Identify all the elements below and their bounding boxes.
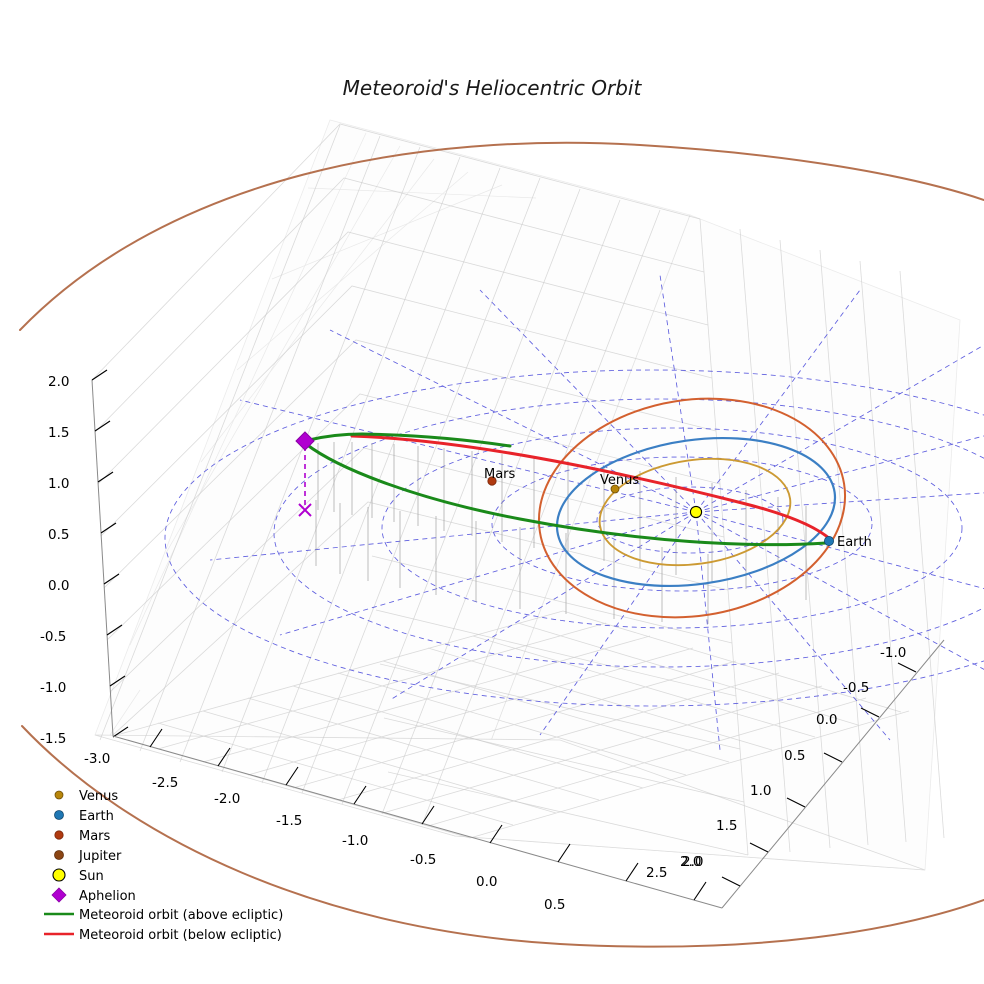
meteoroid-orbit-above-ecliptic-lower: [304, 442, 828, 547]
x-tick-label: -1.0: [342, 833, 368, 849]
legend-item-mars: Mars: [54, 829, 111, 844]
z-axis: 2.0 1.5 1.0 0.5 0.0 -0.5 -1.0 -1.5: [40, 369, 129, 747]
aphelion-diamond-icon: [51, 887, 67, 903]
x-axis: -3.0 -2.5 -2.0 -1.5 -1.0 -0.5 0.0 0.5 2.…: [84, 728, 723, 913]
sun-icon: [52, 868, 66, 882]
z-tick-label: -0.5: [40, 629, 66, 645]
x-tick-marks: [149, 728, 707, 901]
mars-label: Mars: [484, 467, 516, 482]
ecliptic-polar-grid: [164, 274, 984, 751]
y-tick-label: 0.5: [784, 748, 805, 764]
y-tick-label: 1.5: [716, 818, 737, 834]
x-tick-label: 2.5: [646, 865, 667, 881]
aphelion-group: [295, 431, 315, 517]
legend-item-earth: Earth: [54, 809, 114, 824]
meteoroid-orbit-above-ecliptic: [307, 432, 512, 448]
earth-icon: [54, 810, 64, 820]
y-tick-label: 1.0: [750, 783, 771, 799]
legend-label: Jupiter: [78, 849, 122, 864]
x-tick-label: -2.5: [152, 775, 178, 791]
box-grid-horizontal: [91, 123, 749, 856]
x-tick-labels: -3.0 -2.5 -2.0 -1.5 -1.0 -0.5 0.0 0.5 2.…: [84, 751, 701, 913]
legend-item-orbit-above: Meteoroid orbit (above ecliptic): [44, 908, 283, 923]
mars-orbit: [537, 397, 847, 619]
x-tick-label: -1.5: [276, 813, 302, 829]
mars-marker: [487, 476, 497, 486]
z-tick-label: 2.0: [48, 374, 69, 390]
legend-label: Meteoroid orbit (above ecliptic): [79, 908, 283, 923]
y-tick-label: 0.0: [816, 712, 837, 728]
y-tick-label: -0.5: [843, 680, 869, 696]
planet-orbits: [537, 397, 847, 619]
page-title: Meteoroid's Heliocentric Orbit: [343, 76, 643, 100]
axes-panes: [94, 119, 961, 871]
floor-grid: [112, 610, 910, 839]
earth-label: Earth: [837, 535, 872, 550]
legend-item-jupiter: Jupiter: [54, 849, 122, 864]
legend-label: Sun: [79, 869, 104, 884]
x-tick-label: 2.0: [680, 854, 701, 870]
legend-label: Mars: [79, 829, 111, 844]
x-tick-label: 0.0: [476, 874, 497, 890]
venus-marker: [610, 484, 620, 494]
earth-marker: [824, 536, 835, 547]
legend-label: Earth: [79, 809, 114, 824]
z-tick-label: 1.0: [48, 476, 69, 492]
legend: Venus Earth Mars Jupiter Sun Aphelion: [44, 789, 283, 943]
jupiter-orbit: [19, 141, 984, 948]
z-tick-label: -1.5: [40, 731, 66, 747]
x-tick-label: -3.0: [84, 751, 110, 767]
aphelion-diamond-icon: [295, 431, 315, 451]
meteoroid-orbit: [304, 432, 833, 547]
body-markers: [487, 476, 835, 547]
y-axis: -1.0 -0.5 0.0 0.5 1.0 1.5 2.0: [682, 639, 945, 909]
box-grid-left: [99, 124, 661, 826]
legend-item-venus: Venus: [54, 789, 118, 804]
legend-label: Aphelion: [79, 889, 136, 904]
earth-orbit: [555, 436, 837, 588]
legend-label: Meteoroid orbit (below ecliptic): [79, 928, 282, 943]
jupiter-icon: [54, 850, 64, 860]
sun-marker: [689, 505, 703, 519]
legend-item-orbit-below: Meteoroid orbit (below ecliptic): [44, 928, 282, 943]
aphelion-projection-x: [298, 503, 312, 517]
z-tick-label: 0.5: [48, 527, 69, 543]
y-tick-label: -1.0: [880, 645, 906, 661]
z-tick-label: 0.0: [48, 578, 69, 594]
legend-item-sun: Sun: [52, 868, 104, 884]
z-tick-label: -1.0: [40, 680, 66, 696]
x-tick-label: 0.5: [544, 897, 565, 913]
venus-orbit: [598, 457, 792, 567]
x-tick-label: -0.5: [410, 852, 436, 868]
legend-label: Venus: [79, 789, 118, 804]
meteoroid-orbit-below-ecliptic: [350, 434, 833, 542]
venus-label: Venus: [600, 473, 639, 488]
y-tick-label-2p0: 2.0: [682, 854, 703, 870]
y-tick-labels: -1.0 -0.5 0.0 0.5 1.0 1.5 2.0: [682, 645, 906, 870]
z-tick-marks: [91, 369, 129, 738]
mars-icon: [54, 830, 64, 840]
z-tick-label: 1.5: [48, 425, 69, 441]
z-tick-labels: 2.0 1.5 1.0 0.5 0.0 -0.5 -1.0 -1.5: [40, 374, 69, 747]
legend-item-aphelion: Aphelion: [51, 887, 136, 904]
x-tick-label: -2.0: [214, 791, 240, 807]
pane-floor: [94, 734, 926, 871]
venus-icon: [54, 790, 64, 800]
point-annotations: Mars Venus Earth: [484, 467, 872, 550]
y-tick-marks: [721, 662, 917, 887]
